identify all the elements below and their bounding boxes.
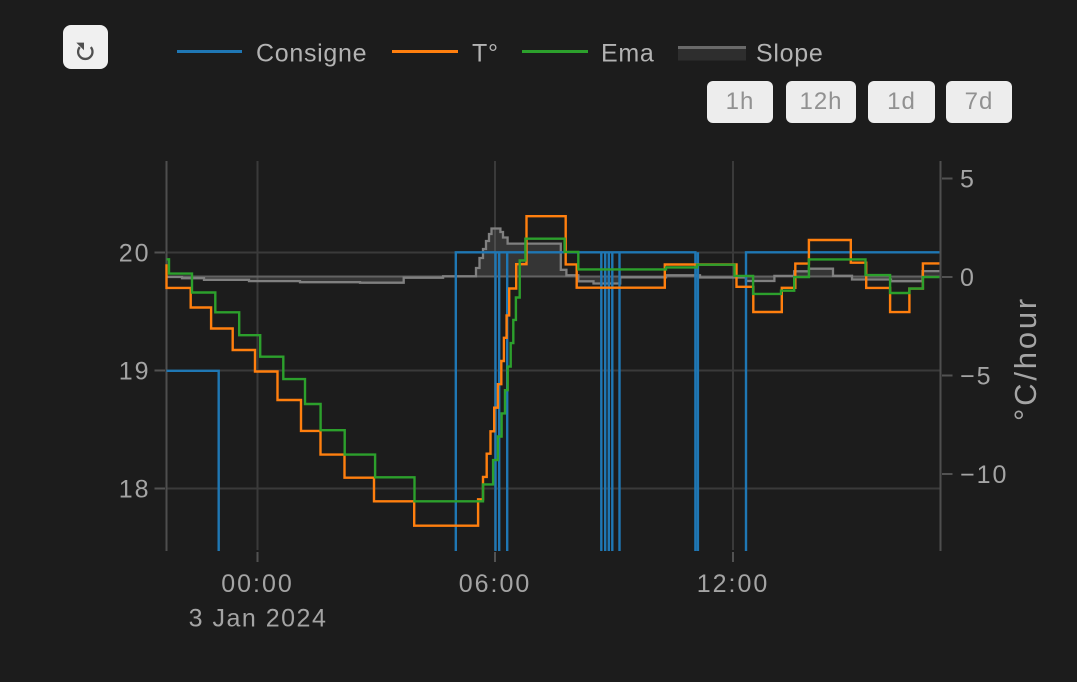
svg-text:18: 18 xyxy=(119,476,151,504)
svg-text:−10: −10 xyxy=(960,461,1008,489)
svg-text:−5: −5 xyxy=(960,363,993,391)
svg-text:Consigne: Consigne xyxy=(256,39,367,67)
svg-text:0: 0 xyxy=(960,264,976,292)
svg-text:T°: T° xyxy=(472,39,499,67)
svg-text:Slope: Slope xyxy=(756,39,823,67)
svg-text:Ema: Ema xyxy=(601,39,655,67)
svg-text:12:00: 12:00 xyxy=(697,570,770,598)
svg-text:20: 20 xyxy=(119,240,151,268)
svg-text:19: 19 xyxy=(119,358,151,386)
svg-text:°C/hour: °C/hour xyxy=(1008,296,1043,421)
svg-text:06:00: 06:00 xyxy=(459,570,532,598)
svg-text:00:00: 00:00 xyxy=(221,570,294,598)
svg-text:3 Jan 2024: 3 Jan 2024 xyxy=(189,605,328,633)
svg-text:5: 5 xyxy=(960,166,976,194)
